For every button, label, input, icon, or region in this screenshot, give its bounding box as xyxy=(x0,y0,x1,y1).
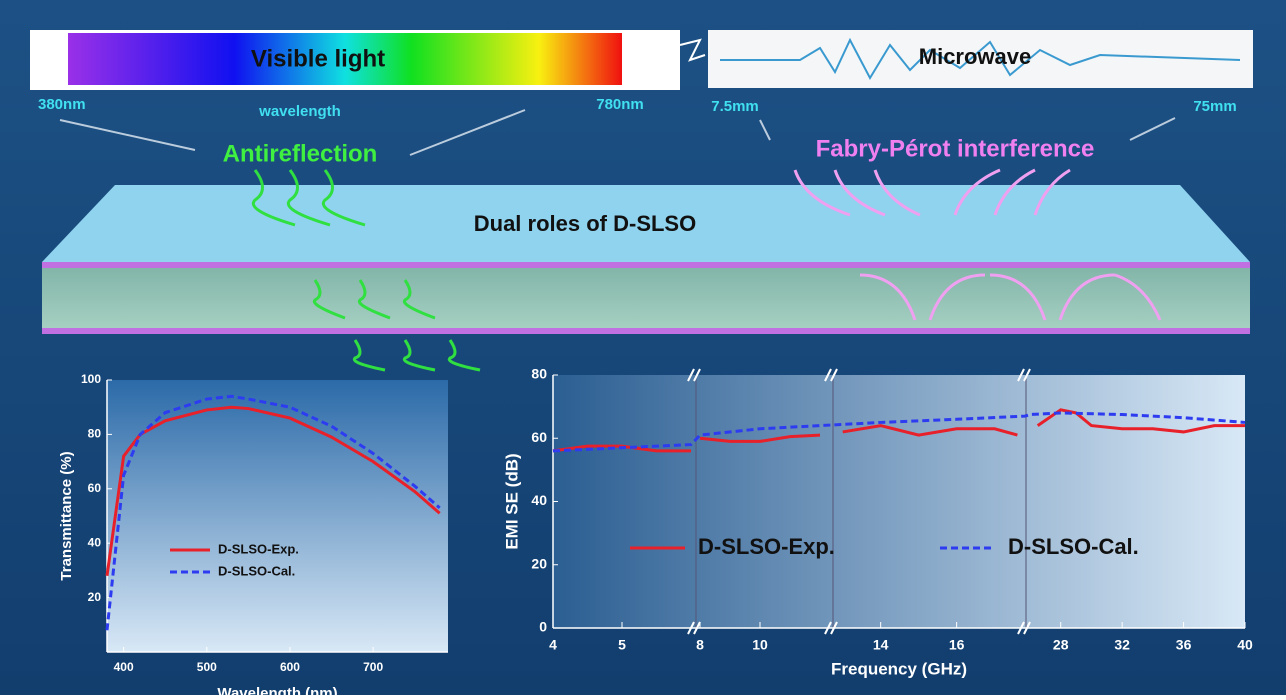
x-tick-label: 5 xyxy=(618,637,626,653)
antireflection-label: Antireflection xyxy=(223,140,378,167)
y-axis-label: Transmittance (%) xyxy=(58,451,75,580)
legend-label: D-SLSO-Cal. xyxy=(218,563,295,578)
microwave-label: Microwave xyxy=(919,44,1032,69)
x-tick-label: 400 xyxy=(114,660,134,674)
fabry-label: Fabry-Pérot interference xyxy=(816,135,1095,162)
y-axis-label: EMI SE (dB) xyxy=(502,453,521,549)
y-tick-label: 40 xyxy=(531,492,547,508)
x-axis-label: Frequency (GHz) xyxy=(831,659,967,678)
x-tick-label: 32 xyxy=(1114,637,1130,653)
label: 380nm xyxy=(38,96,86,113)
dual-label: Dual roles of D-SLSO xyxy=(474,211,696,236)
x-tick-label: 600 xyxy=(280,660,300,674)
y-tick-label: 20 xyxy=(531,555,547,571)
x-tick-label: 40 xyxy=(1237,637,1253,653)
legend-label: D-SLSO-Exp. xyxy=(698,534,835,559)
visible-label: Visible light xyxy=(251,45,385,72)
slab-layer xyxy=(42,328,1250,334)
x-tick-label: 8 xyxy=(696,637,704,653)
x-tick-label: 14 xyxy=(873,637,889,653)
label: wavelength xyxy=(258,103,341,120)
label: 75mm xyxy=(1193,98,1236,115)
legend-label: D-SLSO-Exp. xyxy=(218,541,299,556)
y-tick-label: 80 xyxy=(88,427,102,441)
x-tick-label: 16 xyxy=(949,637,965,653)
y-tick-label: 0 xyxy=(539,619,547,635)
label: 780nm xyxy=(596,96,644,113)
slab-layer xyxy=(42,262,1250,268)
x-tick-label: 700 xyxy=(363,660,383,674)
y-tick-label: 20 xyxy=(88,590,102,604)
x-axis-label: Wavelength (nm) xyxy=(217,685,337,695)
x-tick-label: 28 xyxy=(1053,637,1069,653)
x-tick-label: 36 xyxy=(1176,637,1192,653)
plot-area xyxy=(553,375,1245,628)
legend-label: D-SLSO-Cal. xyxy=(1008,534,1139,559)
y-tick-label: 60 xyxy=(88,481,102,495)
plot-area xyxy=(107,380,448,652)
label: 7.5mm xyxy=(711,98,759,115)
x-tick-label: 10 xyxy=(752,637,768,653)
y-tick-label: 40 xyxy=(88,535,102,549)
x-tick-label: 500 xyxy=(197,660,217,674)
x-tick-label: 4 xyxy=(549,637,557,653)
figure: Visible light Microwave 380nm wavelength… xyxy=(0,0,1286,695)
y-tick-label: 100 xyxy=(81,372,101,386)
y-tick-label: 80 xyxy=(531,366,547,382)
y-tick-label: 60 xyxy=(531,429,547,445)
